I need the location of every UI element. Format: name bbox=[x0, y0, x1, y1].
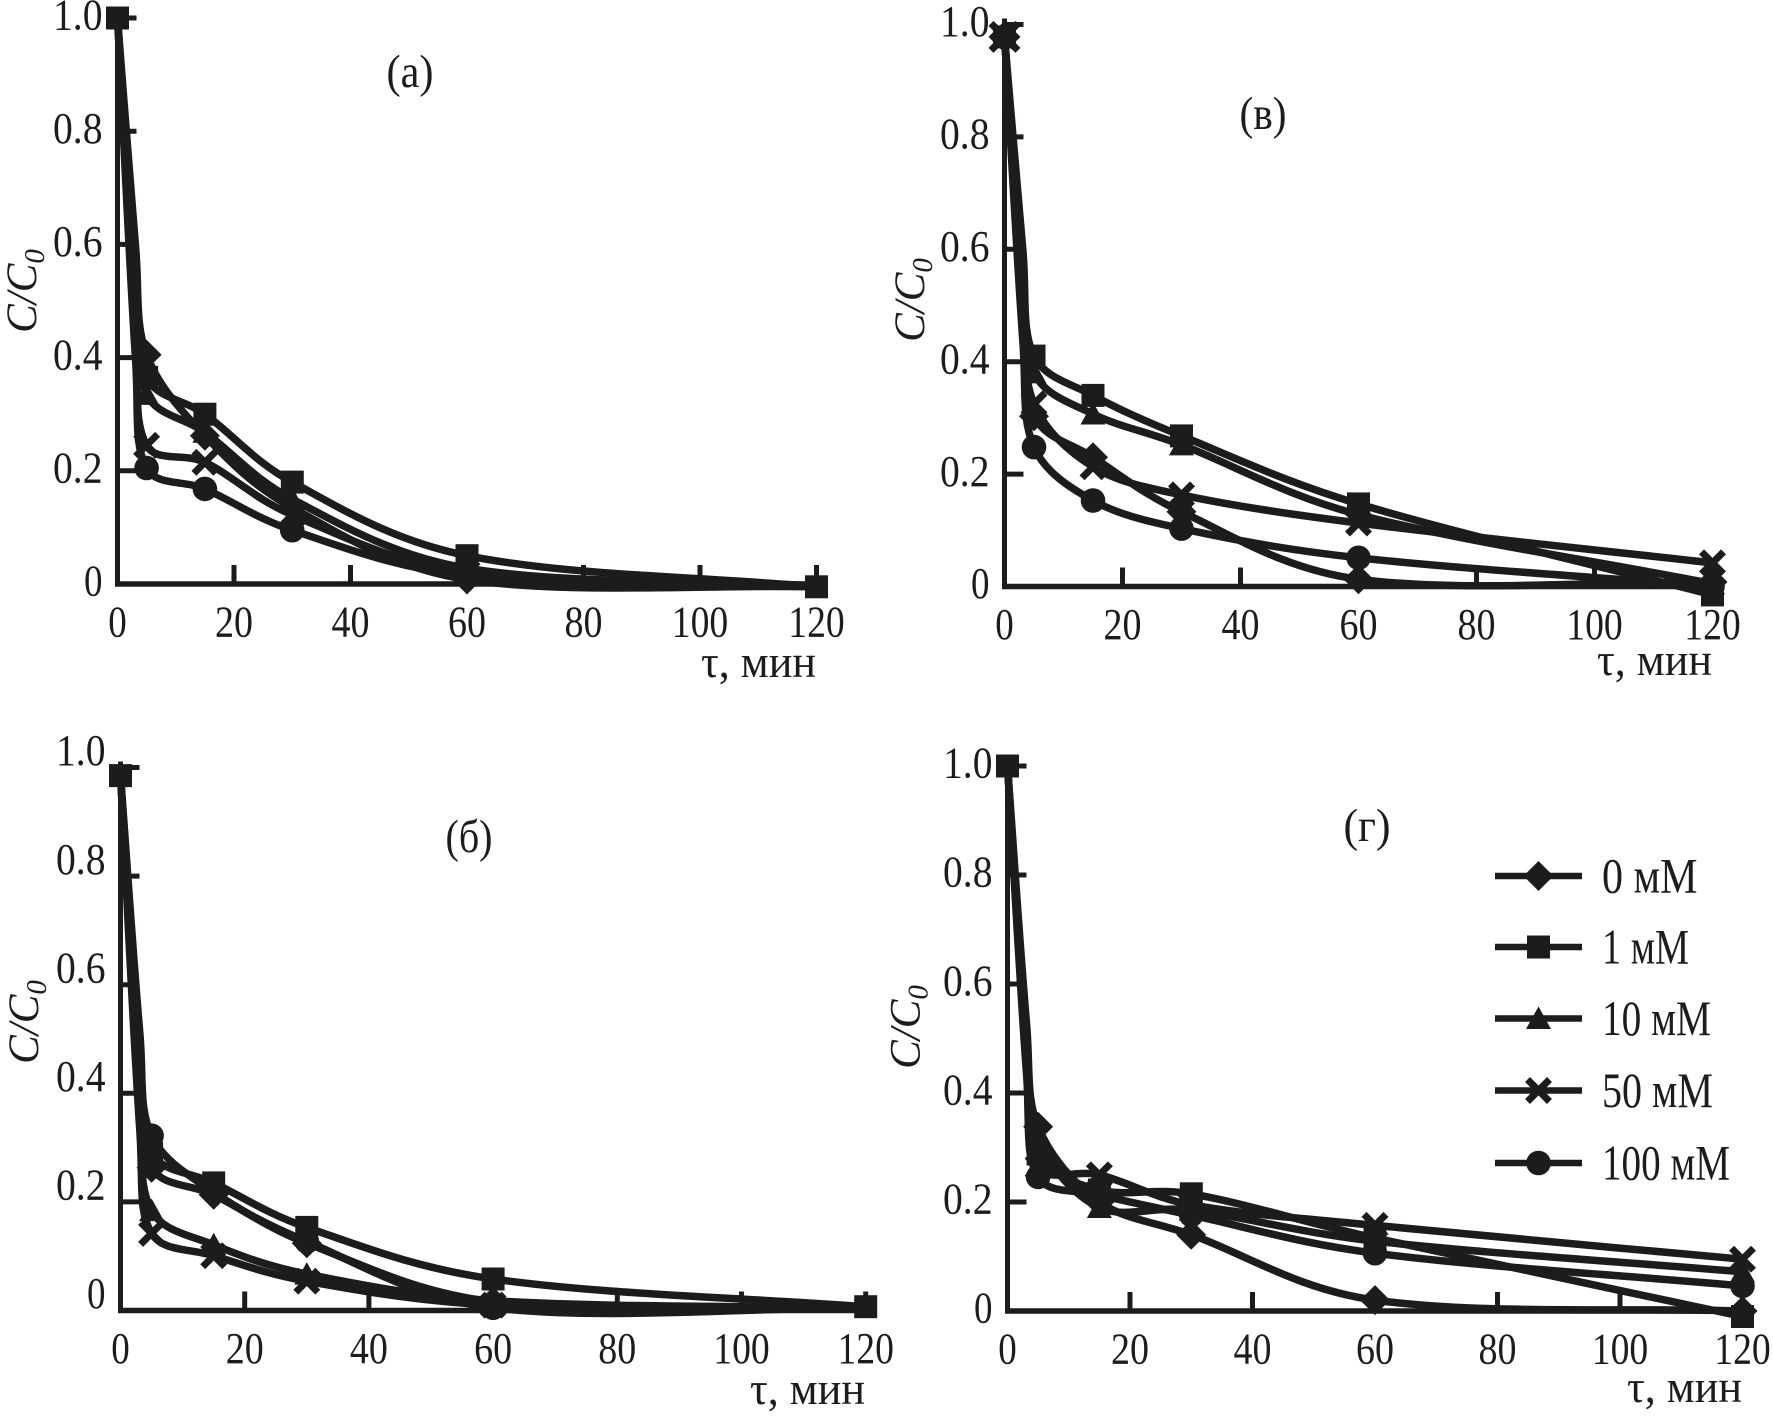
svg-text:(в): (в) bbox=[1240, 88, 1287, 140]
svg-text:1.0: 1.0 bbox=[943, 739, 993, 788]
svg-text:100: 100 bbox=[713, 1324, 770, 1373]
svg-text:1.0: 1.0 bbox=[56, 726, 106, 775]
svg-text:0: 0 bbox=[998, 1325, 1017, 1374]
svg-text:(б): (б) bbox=[446, 811, 493, 863]
svg-text:120: 120 bbox=[837, 1324, 894, 1373]
svg-text:60: 60 bbox=[448, 598, 486, 647]
svg-text:100: 100 bbox=[1592, 1325, 1649, 1374]
svg-text:0.4: 0.4 bbox=[56, 1052, 106, 1101]
svg-text:0: 0 bbox=[995, 600, 1014, 649]
svg-text:100: 100 bbox=[672, 598, 729, 647]
svg-text:120: 120 bbox=[788, 598, 845, 647]
svg-text:80: 80 bbox=[1458, 600, 1496, 649]
svg-text:0.2: 0.2 bbox=[53, 444, 103, 493]
svg-text:0: 0 bbox=[971, 559, 990, 608]
svg-text:(г): (г) bbox=[1344, 800, 1391, 852]
svg-text:0.8: 0.8 bbox=[940, 110, 990, 159]
svg-text:20: 20 bbox=[1111, 1325, 1149, 1374]
svg-text:τ, мин: τ, мин bbox=[1627, 1362, 1742, 1412]
svg-text:0: 0 bbox=[974, 1284, 993, 1333]
svg-text:1 мМ: 1 мМ bbox=[1602, 919, 1689, 975]
svg-text:0.4: 0.4 bbox=[940, 334, 990, 383]
svg-text:0.2: 0.2 bbox=[943, 1175, 993, 1224]
svg-text:0: 0 bbox=[84, 557, 103, 606]
svg-text:τ, мин: τ, мин bbox=[750, 1364, 865, 1414]
svg-text:0.6: 0.6 bbox=[943, 957, 993, 1006]
svg-text:0 мМ: 0 мМ bbox=[1602, 848, 1698, 904]
svg-text:1.0: 1.0 bbox=[940, 0, 990, 46]
svg-text:0.4: 0.4 bbox=[53, 330, 103, 379]
svg-text:80: 80 bbox=[598, 1324, 636, 1373]
svg-text:0.6: 0.6 bbox=[940, 222, 990, 271]
svg-text:120: 120 bbox=[1714, 1325, 1771, 1374]
svg-text:100 мМ: 100 мМ bbox=[1602, 1135, 1730, 1191]
svg-text:80: 80 bbox=[1479, 1325, 1517, 1374]
svg-text:0: 0 bbox=[108, 598, 127, 647]
svg-text:120: 120 bbox=[1684, 600, 1741, 649]
svg-text:0.8: 0.8 bbox=[53, 104, 103, 153]
svg-text:20: 20 bbox=[1104, 600, 1142, 649]
svg-text:0.6: 0.6 bbox=[53, 217, 103, 266]
svg-text:40: 40 bbox=[1234, 1325, 1272, 1374]
svg-text:40: 40 bbox=[1222, 600, 1260, 649]
svg-text:0.8: 0.8 bbox=[56, 835, 106, 884]
svg-text:40: 40 bbox=[332, 598, 370, 647]
svg-text:0.4: 0.4 bbox=[943, 1066, 993, 1115]
svg-text:60: 60 bbox=[1356, 1325, 1394, 1374]
svg-text:0.6: 0.6 bbox=[56, 943, 106, 992]
svg-text:60: 60 bbox=[1340, 600, 1378, 649]
svg-text:C/C0: C/C0 bbox=[887, 258, 939, 342]
svg-text:20: 20 bbox=[226, 1324, 264, 1373]
svg-text:60: 60 bbox=[474, 1324, 512, 1373]
svg-text:0.2: 0.2 bbox=[56, 1161, 106, 1210]
svg-text:τ, мин: τ, мин bbox=[701, 637, 816, 687]
svg-text:0.2: 0.2 bbox=[940, 447, 990, 496]
svg-text:(а): (а) bbox=[387, 46, 434, 98]
svg-text:10 мМ: 10 мМ bbox=[1602, 990, 1711, 1046]
svg-text:100: 100 bbox=[1566, 600, 1623, 649]
svg-text:0: 0 bbox=[87, 1269, 106, 1318]
svg-text:20: 20 bbox=[215, 598, 253, 647]
svg-text:80: 80 bbox=[565, 598, 603, 647]
svg-text:τ, мин: τ, мин bbox=[1597, 635, 1712, 685]
svg-text:0: 0 bbox=[111, 1324, 130, 1373]
svg-text:40: 40 bbox=[350, 1324, 388, 1373]
svg-text:1.0: 1.0 bbox=[53, 0, 103, 40]
svg-text:0.8: 0.8 bbox=[943, 848, 993, 897]
svg-text:50 мМ: 50 мМ bbox=[1602, 1062, 1713, 1118]
